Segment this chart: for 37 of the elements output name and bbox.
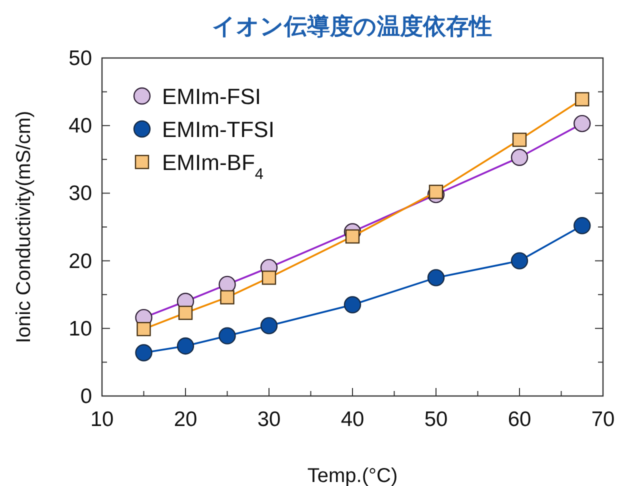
point bbox=[428, 184, 444, 199]
x-tick-label: 40 bbox=[340, 408, 364, 431]
x-tick-label: 70 bbox=[591, 408, 615, 431]
x-tick-label: 30 bbox=[257, 408, 281, 431]
point bbox=[260, 317, 278, 334]
y-axis-title: Ionic Conductivity(mS/cm) bbox=[13, 110, 35, 344]
y-tick-label: 10 bbox=[68, 317, 92, 340]
legend-label: EMIm-BF$_{4}$ bbox=[162, 150, 264, 182]
point bbox=[510, 148, 528, 166]
y-tick-label: 40 bbox=[68, 114, 92, 138]
point bbox=[427, 269, 445, 286]
point bbox=[344, 296, 362, 314]
point bbox=[135, 344, 152, 362]
point bbox=[345, 229, 360, 244]
y-tick-label: 20 bbox=[68, 250, 92, 273]
y-tick-label: 50 bbox=[68, 47, 92, 70]
legend-label: EMIm-FSI bbox=[162, 84, 261, 109]
point bbox=[220, 290, 234, 304]
point bbox=[176, 337, 194, 355]
x-tick-label: 10 bbox=[90, 408, 114, 431]
point bbox=[136, 322, 151, 336]
y-tick-label: 30 bbox=[68, 182, 92, 206]
point bbox=[218, 327, 236, 344]
title: イオン伝導度の温度依存性 bbox=[212, 13, 492, 39]
x-tick-label: 20 bbox=[174, 408, 198, 431]
point bbox=[574, 114, 591, 132]
point bbox=[575, 92, 590, 106]
point bbox=[178, 306, 193, 320]
x-tick-label: 50 bbox=[424, 408, 448, 431]
legend-label: EMIm-TFSI bbox=[162, 117, 274, 142]
point bbox=[510, 252, 528, 270]
point bbox=[512, 132, 527, 147]
y-tick-label: 0 bbox=[80, 385, 92, 408]
x-axis-title: Temp.(°C) bbox=[307, 465, 398, 486]
point bbox=[262, 270, 276, 285]
x-tick-label: 60 bbox=[508, 408, 532, 431]
point bbox=[574, 217, 591, 234]
